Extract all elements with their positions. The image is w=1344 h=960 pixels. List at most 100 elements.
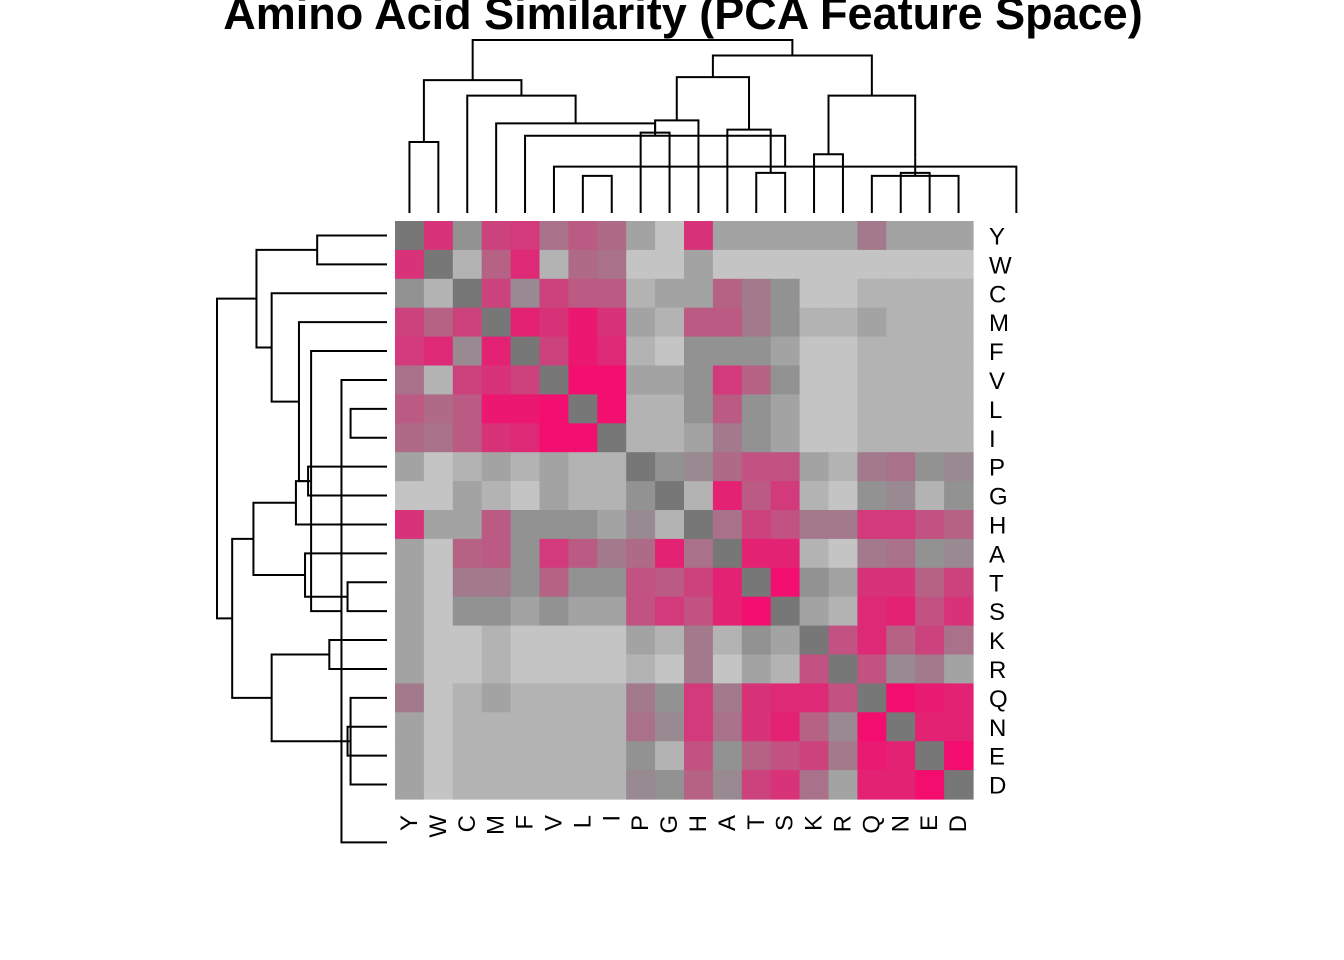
column-label-I: I [598,815,625,822]
heatmap-cell-C-F [510,278,541,309]
heatmap-cell-T-S [770,567,801,598]
heatmap-cell-W-C [452,249,483,280]
heatmap-cell-Q-R [828,683,858,713]
heatmap-cell-E-A [712,741,743,771]
row-label-C: C [989,281,1006,308]
row-label-V: V [989,368,1005,395]
heatmap-cell-T-A [712,567,743,598]
heatmap-cell-E-D [944,741,974,771]
heatmap-cell-T-D [944,567,974,598]
heatmap-cell-F-P [626,336,656,367]
heatmap-cell-K-Q [857,625,887,656]
heatmap-cell-H-E [915,510,945,540]
column-label-P: P [627,815,654,831]
heatmap-cell-G-S [770,481,801,511]
heatmap-cell-H-L [568,510,598,540]
heatmap-cell-Q-A [712,683,743,713]
heatmap-cell-T-K [799,567,830,598]
heatmap-cell-Q-C [452,683,483,713]
heatmap-cell-S-N [886,596,916,627]
column-label-N: N [887,815,914,832]
heatmap-cell-D-D [944,770,974,800]
heatmap-cell-A-K [799,538,830,569]
heatmap-cell-E-M [481,741,512,771]
heatmap-cell-A-W [423,538,454,569]
heatmap-cell-C-M [481,278,512,309]
heatmap-cell-D-A [712,770,743,800]
heatmap-cell-H-H [684,510,714,540]
heatmap-cell-V-T [741,365,772,395]
row-dendrogram-branch [270,292,387,403]
column-label-W: W [425,815,452,838]
heatmap-cell-V-L [568,365,598,395]
heatmap-cell-S-P [626,596,656,627]
heatmap-cell-P-Q [857,452,887,482]
heatmap-cell-Y-N [886,221,916,251]
row-dendrogram-branch [328,639,387,670]
heatmap-cell-M-K [799,307,830,338]
heatmap-cell-V-K [799,365,830,395]
column-dendrogram-branch [899,171,931,213]
heatmap-cell-M-Q [857,307,887,338]
heatmap-cell-R-R [828,654,858,684]
heatmap-cell-L-H [684,394,714,424]
heatmap-cell-V-M [481,365,512,395]
heatmap-cell-C-T [741,278,772,309]
heatmap-cell-H-G [655,510,685,540]
heatmap-cell-Q-P [626,683,656,713]
heatmap-cell-D-C [452,770,483,800]
heatmap-cell-V-Y [395,365,425,395]
heatmap-cell-N-D [944,712,974,742]
heatmap-cell-M-T [741,307,772,338]
row-dendrogram-branch [297,321,387,483]
heatmap-cell-G-Y [395,481,425,511]
heatmap-cell-K-D [944,625,974,656]
heatmap-cell-P-F [510,452,541,482]
heatmap-cell-L-W [423,394,454,424]
heatmap-cell-S-I [597,596,627,627]
heatmap-cell-W-N [886,249,916,280]
heatmap-cell-S-H [684,596,714,627]
heatmap-cell-A-C [452,538,483,569]
heatmap-cell-T-T [741,567,772,598]
heatmap-cell-R-Y [395,654,425,684]
heatmap-cell-S-D [944,596,974,627]
heatmap-cell-E-L [568,741,598,771]
heatmap-cell-T-P [626,567,656,598]
heatmap-cell-S-T [741,596,772,627]
heatmap-cell-N-L [568,712,598,742]
heatmap-cell-E-S [770,741,801,771]
heatmap-cell-K-Y [395,625,425,656]
heatmap-cell-R-C [452,654,483,684]
heatmap-cell-S-V [539,596,569,627]
heatmap-cell-N-Y [395,712,425,742]
heatmap-cell-L-A [712,394,743,424]
heatmap-cell-A-Q [857,538,887,569]
row-label-N: N [989,715,1006,742]
heatmap-cell-Q-L [568,683,598,713]
heatmap-cell-K-G [655,625,685,656]
heatmap-cell-R-D [944,654,974,684]
heatmap-cell-R-T [741,654,772,684]
row-label-A: A [989,541,1005,568]
heatmap-cell-Q-I [597,683,627,713]
heatmap-cell-M-H [684,307,714,338]
heatmap-cell-F-C [452,336,483,367]
heatmap-cell-N-R [828,712,858,742]
heatmap-cell-W-R [828,249,858,280]
heatmap-cell-I-N [886,423,916,453]
heatmap-cell-M-S [770,307,801,338]
row-label-F: F [989,339,1004,366]
heatmap-cell-Q-H [684,683,714,713]
heatmap-cell-M-V [539,307,569,338]
heatmap-cell-P-L [568,452,598,482]
heatmap-cell-Y-I [597,221,627,251]
heatmap-cell-S-C [452,596,483,627]
heatmap-cell-T-H [684,567,714,598]
heatmap-cell-L-L [568,394,598,424]
heatmap-cell-A-N [886,538,916,569]
heatmap-cell-R-I [597,654,627,684]
heatmap-cell-I-E [915,423,945,453]
heatmap-cell-Y-T [741,221,772,251]
